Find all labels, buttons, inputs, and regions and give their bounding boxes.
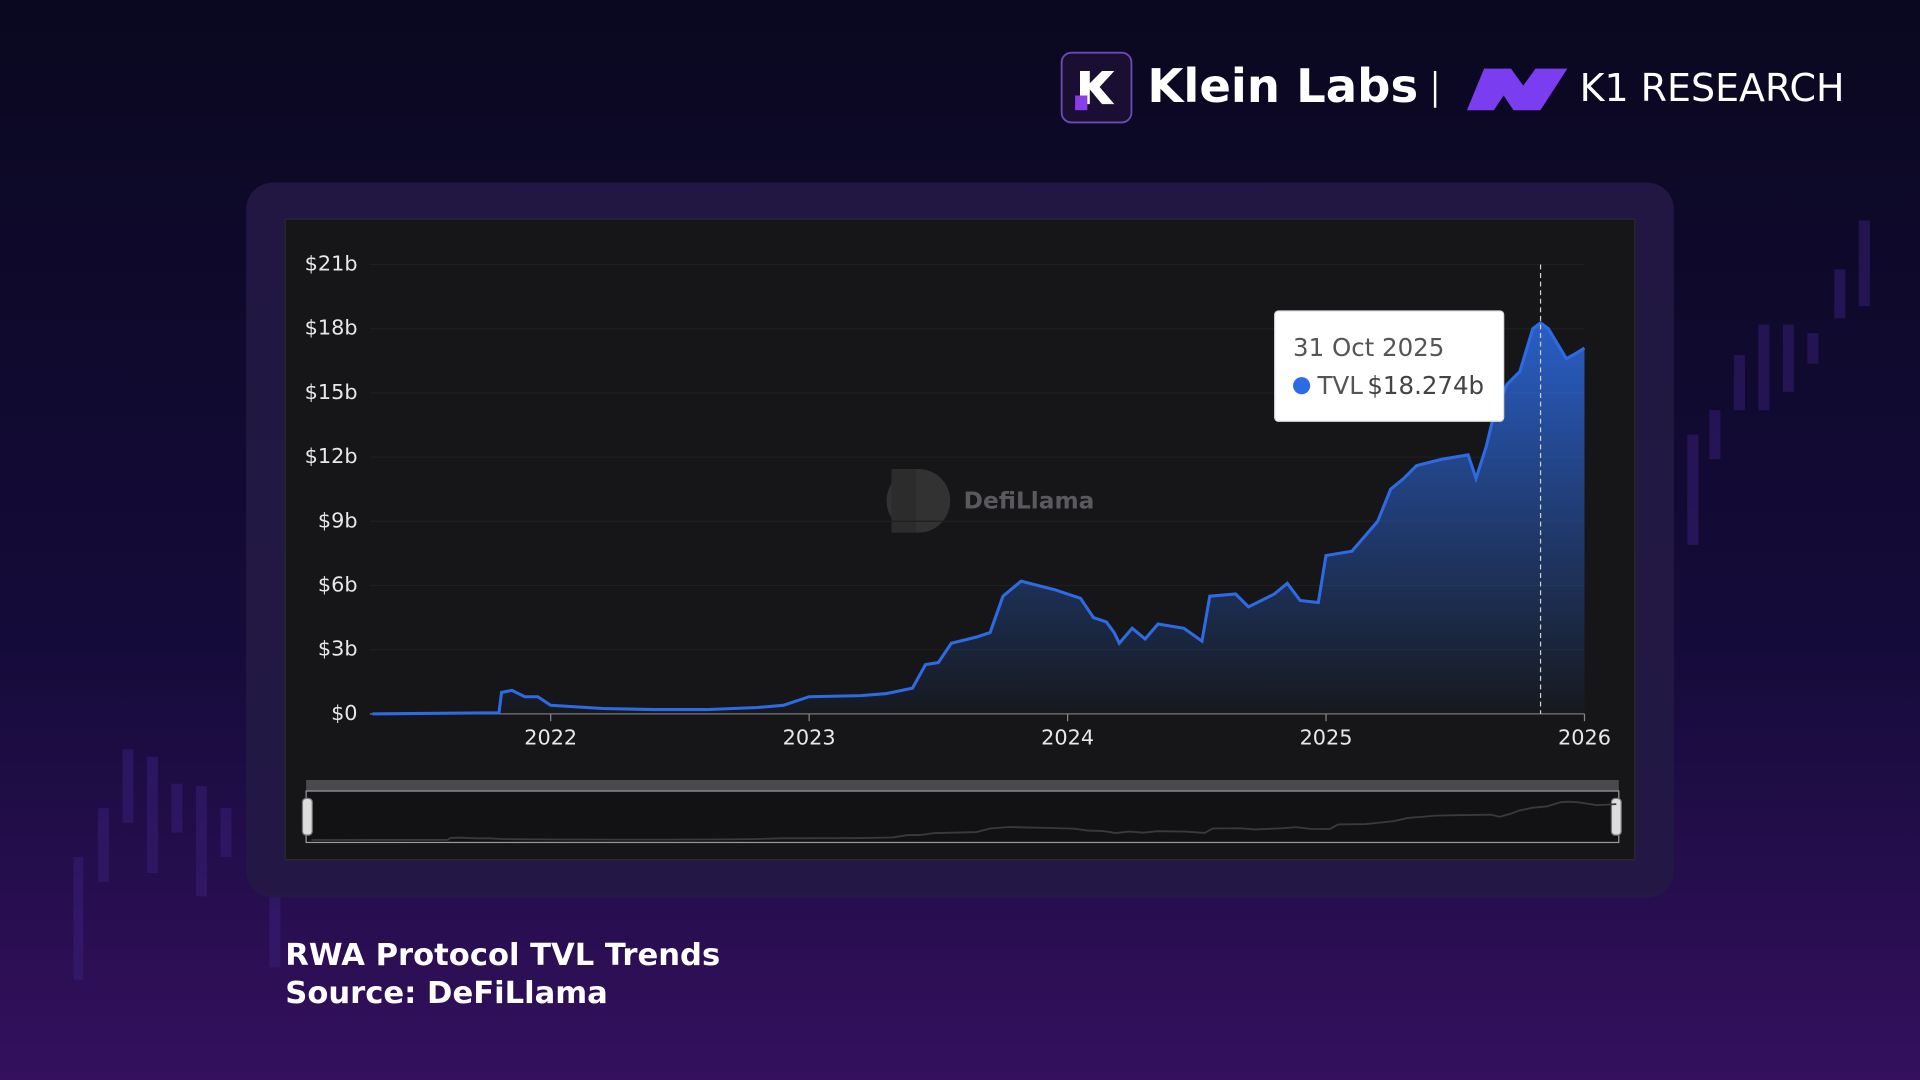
x-tick-label: 2025: [1300, 725, 1353, 749]
logo: [1060, 51, 1133, 124]
navigator-line: [311, 800, 1617, 841]
caption-title: RWA Protocol TVL Trends: [285, 938, 720, 973]
caption-source: Source: DeFiLlama: [285, 976, 608, 1011]
y-tick-label: $18b: [305, 316, 358, 340]
x-tick-label: 2026: [1558, 725, 1611, 749]
partner-logo: [1466, 68, 1568, 111]
y-tick-label: $21b: [305, 251, 358, 275]
navigator-handle[interactable]: [301, 797, 313, 836]
y-tick-label: $15b: [305, 380, 358, 404]
watermark: DefiLlama: [964, 488, 1095, 515]
tooltip-swatch: [1293, 377, 1311, 395]
tooltip-series: TVL: [1317, 371, 1364, 400]
tooltip-value: $18.274b: [1367, 371, 1484, 400]
x-tick-label: 2023: [783, 725, 836, 749]
partner: K1 RESEARCH: [1580, 66, 1845, 110]
line: [372, 320, 1586, 716]
tooltip: [1274, 310, 1505, 422]
y-tick-label: $0: [331, 701, 357, 725]
decor-candles: [73, 220, 1870, 980]
y-tick-label: $12b: [305, 444, 358, 468]
y-tick-label: $3b: [318, 637, 358, 661]
navigator-bar: [306, 780, 1619, 792]
navigator: [305, 790, 1620, 844]
y-tick-label: $9b: [318, 508, 358, 532]
brand: Klein Labs: [1147, 59, 1418, 113]
x-tick-label: 2022: [524, 725, 577, 749]
x-tick-label: 2024: [1041, 725, 1094, 749]
tooltip-date: 31 Oct 2025: [1293, 333, 1444, 362]
watermark-icon: [886, 468, 951, 533]
navigator-handle[interactable]: [1610, 797, 1622, 836]
area: [372, 322, 1585, 714]
y-tick-label: $6b: [318, 572, 358, 596]
